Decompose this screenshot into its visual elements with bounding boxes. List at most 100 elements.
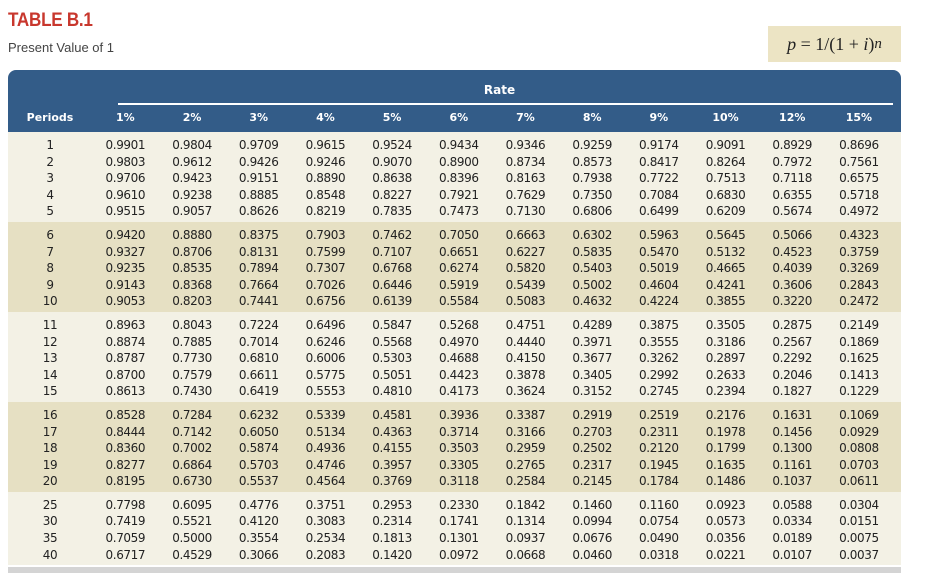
value-cell: 0.8375 [238, 227, 279, 242]
value-cell: 0.7473 [438, 204, 479, 219]
value-cell: 0.6446 [372, 277, 412, 292]
value-cell: 0.8417 [639, 154, 679, 169]
value-cell: 0.3759 [839, 244, 879, 259]
value-cell: 0.5820 [505, 261, 546, 276]
table-row: 12 0.8874 0.7885 0.7014 0.6246 0.5568 0.4970 0.… [8, 334, 901, 351]
value-cell: 0.0611 [839, 474, 879, 489]
value-cell: 0.5568 [372, 334, 412, 349]
value-cell: 0.2472 [839, 294, 879, 309]
value-cell: 0.2502 [572, 441, 612, 456]
value-cell: 0.6864 [172, 457, 212, 472]
value-cell: 0.5002 [572, 277, 612, 292]
value-cell: 0.9524 [372, 138, 412, 152]
value-cell: 0.1460 [572, 497, 612, 512]
value-cell: 0.8700 [105, 367, 146, 382]
value-cell: 0.8219 [305, 204, 346, 219]
value-cell: 0.3083 [305, 514, 346, 529]
value-cell: 0.6756 [305, 294, 346, 309]
period-cell: 40 [42, 547, 58, 562]
value-cell: 0.7938 [572, 171, 612, 186]
value-cell: 0.8613 [105, 384, 146, 399]
value-cell: 0.6209 [705, 204, 746, 219]
table-subtitle: Present Value of 1 [8, 40, 114, 55]
value-cell: 0.9804 [172, 138, 212, 152]
period-cell: 20 [42, 474, 58, 489]
rate-header: 9% [649, 111, 669, 124]
value-cell: 0.7798 [105, 497, 146, 512]
value-cell: 0.2519 [639, 407, 679, 422]
value-cell: 0.1869 [839, 334, 879, 349]
value-cell: 0.2120 [639, 441, 679, 456]
value-cell: 0.1625 [839, 351, 879, 366]
value-cell: 0.3503 [438, 441, 479, 456]
value-cell: 0.8368 [172, 277, 212, 292]
row-group: 1 0.9901 0.9804 0.9709 0.9615 0.9524 0.9434 0.9… [8, 132, 901, 222]
value-cell: 0.1229 [839, 384, 879, 399]
value-cell: 0.8528 [105, 407, 146, 422]
value-cell: 0.0573 [705, 514, 746, 529]
value-cell: 0.3875 [639, 317, 679, 332]
value-cell: 0.1813 [372, 531, 412, 546]
period-cell: 17 [42, 424, 58, 439]
value-cell: 0.0972 [438, 547, 479, 562]
value-cell: 0.8890 [305, 171, 346, 186]
value-cell: 0.9346 [505, 138, 546, 152]
rate-header: 5% [382, 111, 402, 124]
value-cell: 0.2919 [572, 407, 612, 422]
value-cell: 0.8535 [172, 261, 212, 276]
value-cell: 0.6768 [372, 261, 412, 276]
value-cell: 0.3066 [238, 547, 279, 562]
value-cell: 0.2584 [505, 474, 546, 489]
value-cell: 0.0318 [639, 547, 679, 562]
value-cell: 0.5000 [172, 531, 212, 546]
table-row: 5 0.9515 0.9057 0.8626 0.8219 0.7835 0.7473 0.7… [8, 203, 901, 220]
formula-var: i [863, 33, 869, 54]
present-value-table: Rate Periods 1% 2% 3% 4% 5% 6% 7% 8% 9% 10% 12% 15%… [8, 70, 901, 573]
period-cell: 14 [42, 367, 58, 382]
value-cell: 0.4688 [438, 351, 479, 366]
table-row: 15 0.8613 0.7430 0.6419 0.5553 0.4810 0.4173 0.… [8, 383, 901, 400]
value-cell: 0.4289 [572, 317, 612, 332]
value-cell: 0.9612 [172, 154, 212, 169]
value-cell: 0.6717 [105, 547, 146, 562]
rate-header: 3% [249, 111, 269, 124]
value-cell: 0.7224 [238, 317, 279, 332]
value-cell: 0.7599 [305, 244, 346, 259]
value-cell: 0.6611 [238, 367, 279, 382]
value-cell: 0.3118 [438, 474, 479, 489]
table-row: 25 0.7798 0.6095 0.4776 0.3751 0.2953 0.2330 0.… [8, 497, 901, 514]
periods-header: Periods [26, 111, 74, 124]
value-cell: 0.3405 [572, 367, 612, 382]
value-cell: 0.1420 [372, 547, 412, 562]
value-cell: 0.1456 [772, 424, 813, 439]
value-cell: 0.9610 [105, 187, 146, 202]
value-cell: 0.9515 [105, 204, 146, 219]
value-cell: 0.6806 [572, 204, 612, 219]
value-cell: 0.9420 [105, 227, 146, 242]
value-cell: 0.3555 [639, 334, 679, 349]
value-cell: 0.9143 [105, 277, 146, 292]
value-cell: 0.9901 [105, 138, 146, 152]
value-cell: 0.1300 [772, 441, 813, 456]
table-row: 1 0.9901 0.9804 0.9709 0.9615 0.9524 0.9434 0.9… [8, 137, 901, 154]
value-cell: 0.6139 [372, 294, 412, 309]
value-cell: 0.5439 [505, 277, 546, 292]
value-cell: 0.6730 [172, 474, 212, 489]
rate-header: 15% [845, 111, 873, 124]
value-cell: 0.2765 [505, 457, 546, 472]
period-cell: 18 [42, 441, 58, 456]
value-cell: 0.0356 [705, 531, 746, 546]
value-cell: 0.2875 [772, 317, 813, 332]
value-cell: 0.6830 [705, 187, 746, 202]
period-cell: 15 [42, 384, 58, 399]
formula-box: p = 1/(1 + i) n [768, 26, 901, 62]
value-cell: 0.7730 [172, 351, 212, 366]
value-cell: 0.3387 [505, 407, 546, 422]
value-cell: 0.7350 [572, 187, 612, 202]
table-row: 3 0.9706 0.9423 0.9151 0.8890 0.8638 0.8396 0.8… [8, 170, 901, 187]
rate-header: 7% [516, 111, 535, 124]
value-cell: 0.1160 [639, 497, 679, 512]
period-cell: 7 [46, 244, 54, 259]
period-cell: 11 [42, 317, 58, 332]
table-row: 7 0.9327 0.8706 0.8131 0.7599 0.7107 0.6651 0.6… [8, 244, 901, 261]
